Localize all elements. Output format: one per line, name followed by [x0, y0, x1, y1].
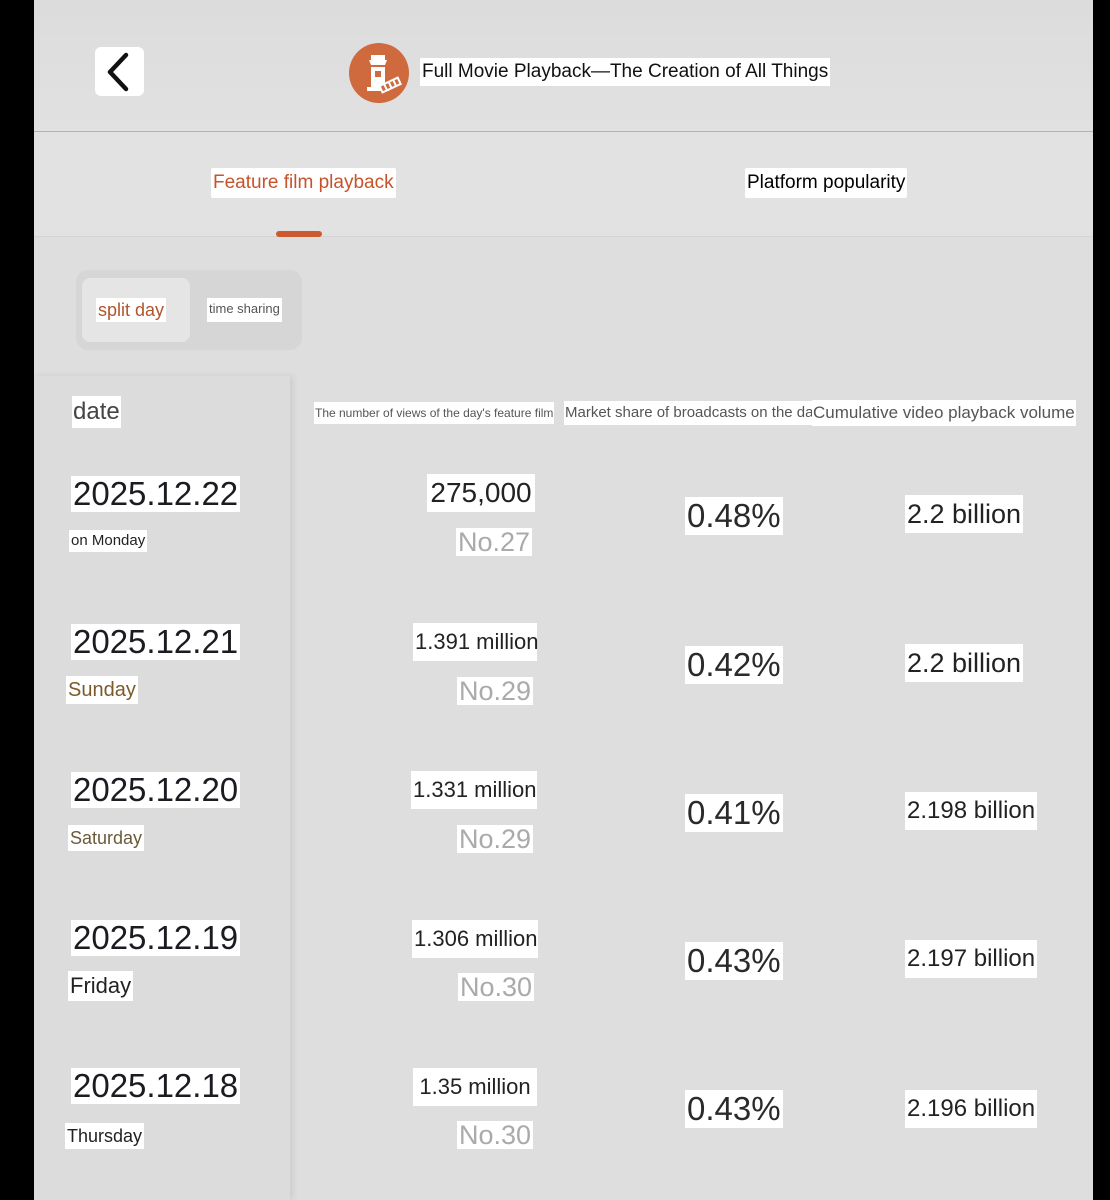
- page-title: Full Movie Playback—The Creation of All …: [420, 58, 831, 86]
- row-date: 2025.12.21: [71, 623, 241, 660]
- row-rank: No.29: [457, 824, 534, 854]
- row-share: 0.41%: [685, 794, 783, 832]
- row-share: 0.48%: [685, 497, 783, 535]
- app-window: Full Movie Playback—The Creation of All …: [34, 0, 1093, 1200]
- row-date: 2025.12.22: [71, 475, 241, 512]
- segment-split-day[interactable]: split day: [82, 278, 190, 342]
- back-button[interactable]: [95, 47, 144, 96]
- row-weekday: Sunday: [66, 676, 138, 704]
- row-share: 0.43%: [685, 1090, 783, 1128]
- active-tab-indicator: [276, 231, 322, 237]
- column-header-share: Market share of broadcasts on the day: [564, 401, 822, 425]
- tab-feature-film-playback[interactable]: Feature film playback: [211, 168, 396, 198]
- tab-bar: Feature film playback Platform popularit…: [34, 132, 1093, 237]
- column-header-cumulative: Cumulative video playback volume: [812, 400, 1076, 426]
- row-cumulative: 2.196 billion: [905, 1090, 1038, 1128]
- row-views: 1.331 million: [411, 771, 537, 809]
- row-views: 1.391 million: [413, 623, 539, 661]
- segment-split-day-label: split day: [96, 298, 167, 322]
- tab-platform-popularity[interactable]: Platform popularity: [745, 168, 908, 198]
- row-date: 2025.12.19: [71, 919, 241, 956]
- chevron-left-icon: [107, 52, 129, 92]
- column-header-views: The number of views of the day's feature…: [314, 402, 555, 424]
- row-date: 2025.12.20: [71, 771, 241, 808]
- lighthouse-film-logo: [367, 55, 402, 94]
- app-logo: [349, 43, 409, 103]
- top-bar: Full Movie Playback—The Creation of All …: [34, 0, 1093, 132]
- row-weekday: Friday: [68, 971, 134, 1001]
- row-rank: No.30: [457, 1120, 534, 1150]
- segment-time-sharing[interactable]: time sharing: [207, 298, 282, 322]
- row-share: 0.43%: [685, 942, 783, 980]
- row-cumulative: 2.198 billion: [905, 792, 1038, 830]
- row-weekday: Thursday: [65, 1123, 145, 1149]
- row-views: 275,000: [427, 474, 535, 512]
- row-cumulative: 2.197 billion: [905, 940, 1038, 978]
- row-weekday: on Monday: [69, 530, 148, 552]
- row-views: 1.35 million: [413, 1068, 537, 1106]
- segmented-control: split day time sharing: [76, 270, 302, 350]
- row-rank: No.27: [456, 527, 533, 557]
- row-rank: No.30: [458, 972, 535, 1002]
- row-cumulative: 2.2 billion: [905, 495, 1024, 533]
- row-views: 1.306 million: [412, 920, 538, 958]
- row-weekday: Saturday: [68, 825, 145, 851]
- column-header-date: date: [72, 396, 121, 428]
- row-rank: No.29: [457, 676, 534, 706]
- row-date: 2025.12.18: [71, 1067, 241, 1104]
- row-share: 0.42%: [685, 646, 783, 684]
- row-cumulative: 2.2 billion: [905, 644, 1024, 682]
